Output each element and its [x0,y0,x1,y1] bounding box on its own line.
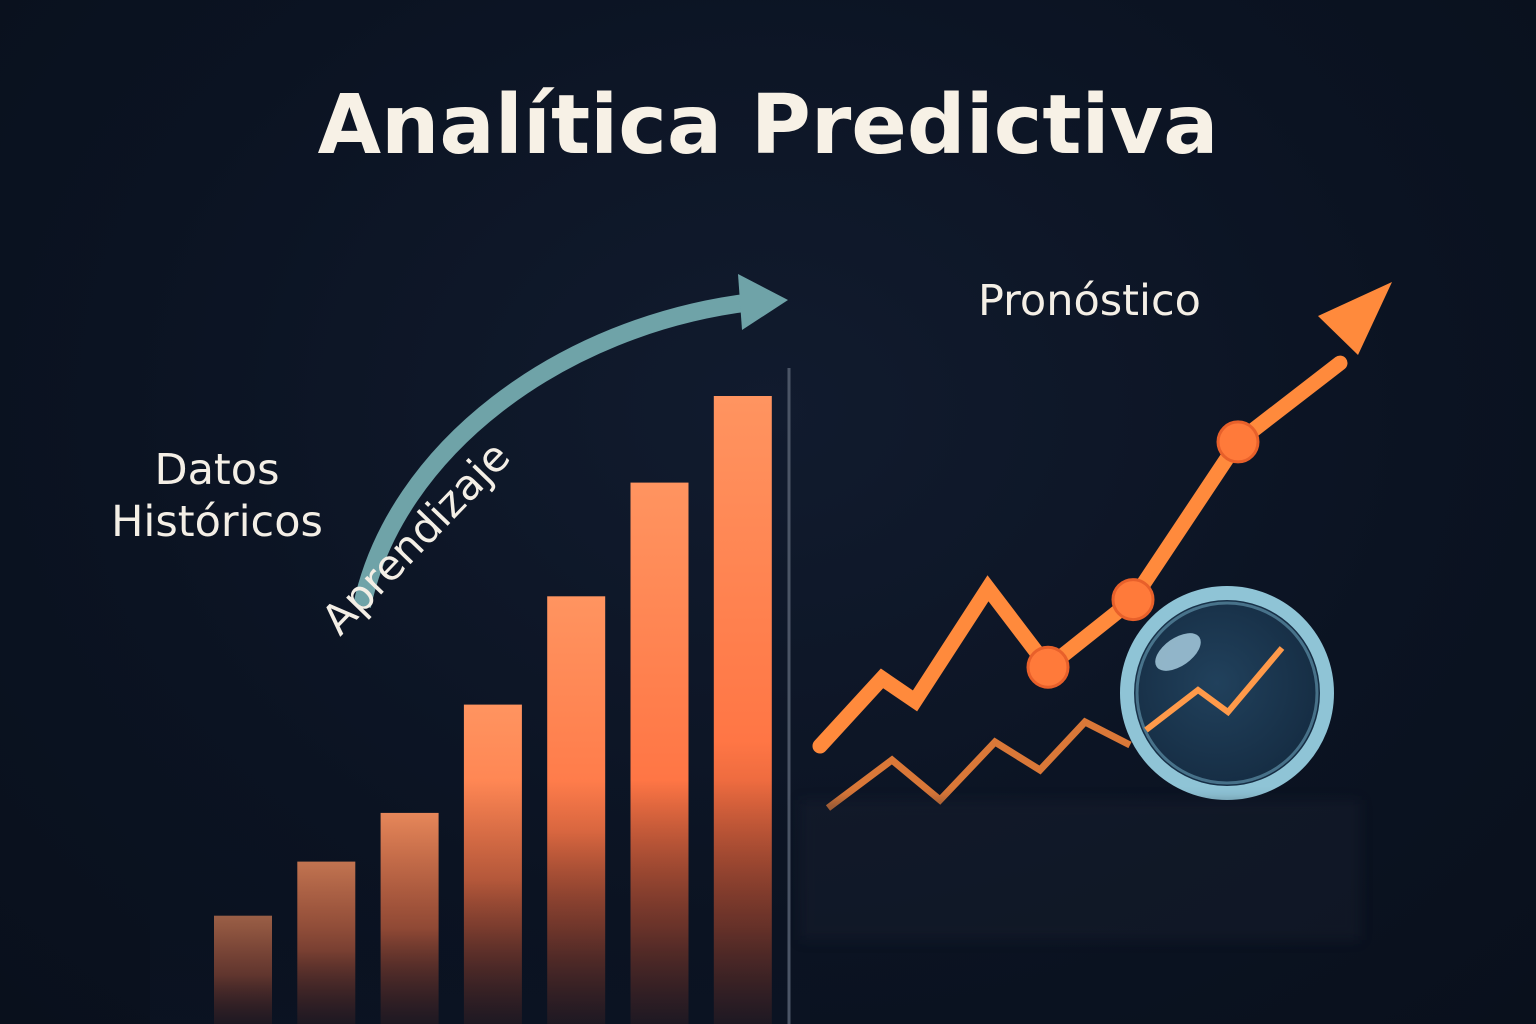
bars-fade [150,780,810,1024]
secondary-trend-line [825,717,1132,811]
forecast-point [1111,578,1155,622]
forecast-line-group [812,355,1348,754]
forecast-point [1216,420,1260,464]
trend-up-arrow-icon [1318,282,1392,355]
page-title: Analítica Predictiva [317,78,1219,173]
curved-arrow-icon [353,274,788,608]
reflection-haze [800,800,1360,940]
forecast-point [1026,645,1070,689]
forecast-line [812,355,1348,754]
magnifying-glass-icon [1120,586,1334,800]
forecast-label: Pronóstico [978,276,1201,326]
historical-data-label: Datos Históricos [111,445,323,547]
